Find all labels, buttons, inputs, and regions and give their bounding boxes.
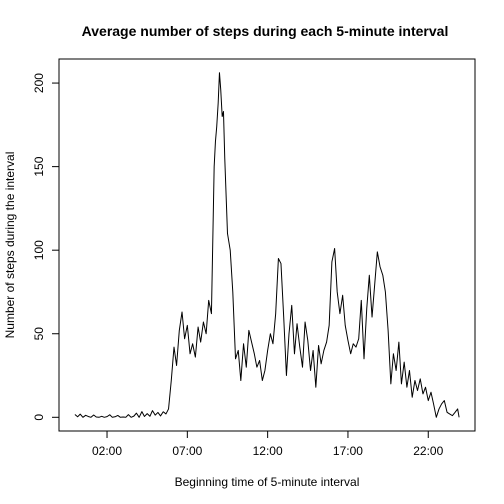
x-axis: 02:00 07:00 12:00 17:00 22:00 (92, 430, 444, 458)
x-tick-label: 07:00 (172, 444, 202, 458)
y-tick-label: 50 (32, 327, 46, 341)
y-axis: 0 50 100 150 200 (32, 73, 60, 421)
chart-title: Average number of steps during each 5-mi… (82, 23, 449, 39)
y-tick-label: 150 (32, 156, 46, 176)
series-line (74, 72, 460, 418)
x-tick-label: 22:00 (413, 444, 443, 458)
x-axis-label: Beginning time of 5-minute interval (175, 475, 360, 489)
plot-frame (58, 58, 476, 432)
y-tick-label: 100 (32, 240, 46, 260)
x-tick-label: 17:00 (333, 444, 363, 458)
x-tick-label: 02:00 (92, 444, 122, 458)
y-tick-label: 200 (32, 73, 46, 93)
x-tick-label: 12:00 (253, 444, 283, 458)
y-axis-label: Number of steps during the interval (3, 152, 17, 339)
y-tick-label: 0 (32, 414, 46, 421)
